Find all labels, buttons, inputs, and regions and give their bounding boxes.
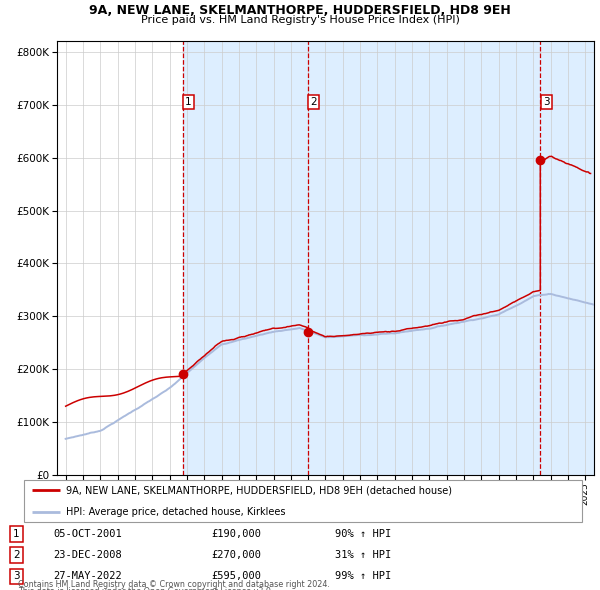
Text: 9A, NEW LANE, SKELMANTHORPE, HUDDERSFIELD, HD8 9EH: 9A, NEW LANE, SKELMANTHORPE, HUDDERSFIEL… (89, 4, 511, 17)
Text: 2: 2 (13, 550, 20, 560)
Text: 31% ↑ HPI: 31% ↑ HPI (335, 550, 392, 560)
Text: 3: 3 (13, 572, 20, 581)
Text: Price paid vs. HM Land Registry's House Price Index (HPI): Price paid vs. HM Land Registry's House … (140, 15, 460, 25)
Text: 1: 1 (13, 529, 20, 539)
Text: 90% ↑ HPI: 90% ↑ HPI (335, 529, 392, 539)
Text: HPI: Average price, detached house, Kirklees: HPI: Average price, detached house, Kirk… (66, 507, 286, 516)
Text: £270,000: £270,000 (212, 550, 262, 560)
Text: 2: 2 (310, 97, 317, 107)
Text: 3: 3 (543, 97, 550, 107)
Bar (308, 41, 540, 475)
Text: 1: 1 (185, 97, 192, 107)
Text: 9A, NEW LANE, SKELMANTHORPE, HUDDERSFIELD, HD8 9EH (detached house): 9A, NEW LANE, SKELMANTHORPE, HUDDERSFIEL… (66, 486, 452, 495)
FancyBboxPatch shape (24, 480, 582, 522)
Text: Contains HM Land Registry data © Crown copyright and database right 2024.: Contains HM Land Registry data © Crown c… (18, 580, 330, 589)
Text: 23-DEC-2008: 23-DEC-2008 (53, 550, 122, 560)
Text: 27-MAY-2022: 27-MAY-2022 (53, 572, 122, 581)
Bar (182, 41, 308, 475)
Text: 99% ↑ HPI: 99% ↑ HPI (335, 572, 392, 581)
Text: This data is licensed under the Open Government Licence v3.0.: This data is licensed under the Open Gov… (18, 587, 274, 590)
Text: £595,000: £595,000 (212, 572, 262, 581)
Text: 05-OCT-2001: 05-OCT-2001 (53, 529, 122, 539)
Text: £190,000: £190,000 (212, 529, 262, 539)
Bar (540, 41, 594, 475)
